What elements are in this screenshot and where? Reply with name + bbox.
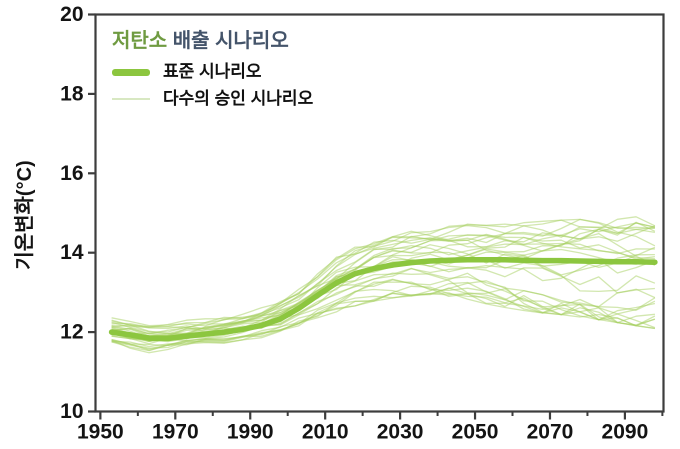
y-tick-label: 20 [60,3,83,26]
x-tick-label: 2030 [377,421,424,444]
y-tick-label: 18 [60,82,84,105]
y-axis-title: 기온변화(°C) [14,160,36,270]
y-tick-label: 14 [60,241,84,264]
ensemble-member-line [111,222,656,328]
x-tick-label: 1990 [227,421,274,444]
x-tick-label: 1970 [152,421,199,444]
x-tick-label: 2070 [527,421,574,444]
mean-scenario-line [108,257,658,342]
x-tick-label: 1950 [77,421,124,444]
legend-item-label: 다수의 승인 시나리오 [163,89,314,108]
ensemble-member-line [111,272,655,345]
ensemble-member-line [111,258,656,333]
legend-title-highlight: 저탄소 [112,30,168,52]
legend-title: 저탄소 배출 시나리오 [112,24,313,53]
ensemble-member-line [111,219,656,327]
y-tick-label: 10 [60,400,83,423]
legend-item-label: 표준 시나리오 [163,62,262,81]
ensemble-member-line [111,251,655,335]
thin-line-swatch-icon [112,98,150,100]
thick-line-swatch-icon [112,68,150,76]
y-tick-label: 12 [60,321,83,344]
x-tick-label: 2010 [302,421,349,444]
legend-title-rest: 배출 시나리오 [167,30,289,52]
legend-item-standard-scenario: 표준 시나리오 [112,62,313,82]
y-tick-label: 16 [60,162,83,185]
x-tick-label: 2090 [602,421,649,444]
plot-frame [94,13,665,413]
ensemble-member-line [111,280,656,354]
chart-legend: 저탄소 배출 시나리오 표준 시나리오 다수의 승인 시나리오 [112,24,313,116]
ensemble-member-line [111,287,656,342]
x-tick-label: 2050 [452,421,499,444]
ensemble-member-line [111,218,655,328]
legend-item-ensemble-scenarios: 다수의 승인 시나리오 [112,89,313,109]
